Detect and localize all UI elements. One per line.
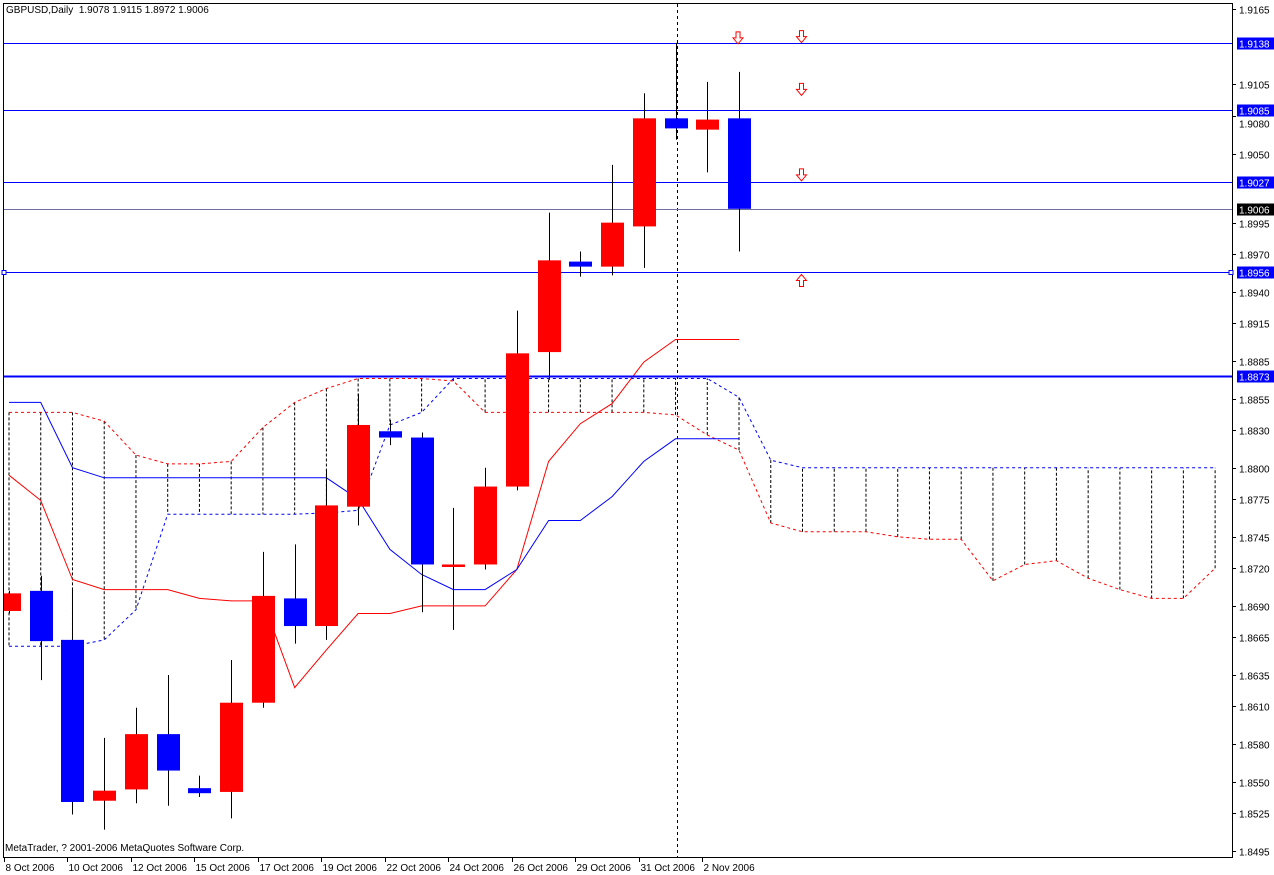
candle-body bbox=[4, 593, 21, 611]
candle-body bbox=[728, 118, 751, 209]
horizontal-levels[interactable] bbox=[1, 4, 1234, 857]
y-tick-label: 1.8635 bbox=[1239, 672, 1270, 683]
y-tick-label: 1.8970 bbox=[1239, 251, 1270, 262]
time-axis: 8 Oct 2006 10 Oct 2006 12 Oct 2006 15 Oct 2… bbox=[4, 857, 756, 874]
level-price-badge bbox=[1237, 266, 1274, 279]
y-tick-label: 1.8855 bbox=[1239, 396, 1270, 407]
y-tick-label: 1.8775 bbox=[1239, 496, 1270, 507]
level-price-badge bbox=[1237, 104, 1274, 117]
ichimoku-cloud bbox=[8, 378, 1216, 647]
y-tick-label: 1.8525 bbox=[1239, 810, 1270, 821]
copyright-text: MetaTrader, ? 2001-2006 MetaQuotes Softw… bbox=[5, 843, 245, 854]
x-tick-label: 24 Oct 2006 bbox=[450, 863, 505, 874]
y-tick-label: 1.8830 bbox=[1239, 427, 1270, 438]
level-price-badge bbox=[1237, 370, 1274, 383]
level-price-label: 1.9027 bbox=[1239, 179, 1270, 190]
level-price-label: 1.9085 bbox=[1239, 107, 1270, 118]
ichimoku-lines bbox=[8, 339, 739, 689]
candle-body bbox=[61, 639, 84, 802]
candles bbox=[4, 42, 751, 830]
candle-body bbox=[30, 590, 53, 642]
chart-header: GBPUSD,Daily 1.9078 1.9115 1.8972 1.9006 bbox=[6, 5, 209, 16]
candle-body bbox=[601, 222, 624, 267]
y-tick-label: 1.8915 bbox=[1239, 320, 1270, 331]
x-tick-label: 15 Oct 2006 bbox=[196, 863, 251, 874]
y-tick-label: 1.8495 bbox=[1239, 848, 1270, 859]
candle-body bbox=[665, 118, 688, 129]
price-labels: 1.9138 1.9085 1.9027 1.8956 1.8873 1.9006 bbox=[1237, 37, 1274, 384]
candle-body bbox=[569, 261, 592, 267]
candle-body bbox=[315, 505, 338, 627]
x-tick-label: 8 Oct 2006 bbox=[6, 863, 55, 874]
y-tick-label: 1.9050 bbox=[1239, 151, 1270, 162]
fractal-arrows bbox=[731, 30, 808, 287]
x-tick-label: 19 Oct 2006 bbox=[323, 863, 378, 874]
y-tick-label: 1.8800 bbox=[1239, 465, 1270, 476]
y-tick-label: 1.9080 bbox=[1239, 120, 1270, 131]
y-tick-label: 1.8665 bbox=[1239, 634, 1270, 645]
price-axis: 1.9165 1.9105 1.9080 1.9050 1.8995 1.8970 1.89… bbox=[1232, 6, 1270, 859]
symbol-period: GBPUSD,Daily bbox=[6, 5, 74, 16]
candle-body bbox=[157, 734, 180, 771]
y-tick-label: 1.8580 bbox=[1239, 741, 1270, 752]
x-tick-label: 29 Oct 2006 bbox=[577, 863, 632, 874]
x-tick-label: 2 Nov 2006 bbox=[704, 863, 756, 874]
candle-body bbox=[696, 119, 719, 130]
candle-body bbox=[220, 702, 243, 792]
x-tick-label: 22 Oct 2006 bbox=[387, 863, 442, 874]
candle-body bbox=[506, 353, 529, 487]
y-tick-label: 1.8940 bbox=[1239, 289, 1270, 300]
line-handle[interactable] bbox=[1, 270, 7, 275]
ohlc-values: 1.9078 1.9115 1.8972 1.9006 bbox=[78, 5, 209, 16]
candle-body bbox=[379, 431, 402, 438]
y-tick-label: 1.8885 bbox=[1239, 358, 1270, 369]
level-price-label: 1.9138 bbox=[1239, 40, 1270, 51]
candle-body bbox=[411, 437, 434, 565]
arrow-up-icon bbox=[795, 273, 808, 287]
arrow-down-icon bbox=[795, 168, 808, 182]
level-price-label: 1.8956 bbox=[1239, 269, 1270, 280]
y-tick-label: 1.8745 bbox=[1239, 534, 1270, 545]
senkou-span-b bbox=[9, 378, 1216, 647]
level-price-badge bbox=[1237, 37, 1274, 50]
candle-body bbox=[125, 734, 148, 790]
tenkan-sen bbox=[8, 339, 739, 689]
candle-body bbox=[252, 595, 275, 703]
line-handle[interactable] bbox=[1228, 270, 1234, 275]
y-tick-label: 1.9165 bbox=[1239, 6, 1270, 17]
candle-body bbox=[284, 598, 307, 627]
candle-body bbox=[474, 486, 497, 565]
bid-price-label: 1.9006 bbox=[1239, 206, 1270, 217]
arrow-down-icon bbox=[731, 31, 745, 45]
y-tick-label: 1.8610 bbox=[1239, 703, 1270, 714]
senkou-span-a bbox=[9, 378, 1216, 599]
y-tick-label: 1.8995 bbox=[1239, 220, 1270, 231]
candle-body bbox=[633, 118, 656, 227]
candle-body bbox=[347, 424, 370, 507]
x-tick-label: 17 Oct 2006 bbox=[260, 863, 315, 874]
x-tick-label: 10 Oct 2006 bbox=[69, 863, 124, 874]
candle-body bbox=[93, 790, 116, 801]
level-price-label: 1.8873 bbox=[1239, 373, 1270, 384]
y-tick-label: 1.8720 bbox=[1239, 565, 1270, 576]
candle-body bbox=[538, 260, 561, 353]
arrow-down-icon bbox=[795, 82, 808, 97]
x-tick-label: 26 Oct 2006 bbox=[514, 863, 569, 874]
y-tick-label: 1.8690 bbox=[1239, 603, 1270, 614]
plot-area-border bbox=[3, 3, 1233, 858]
level-price-badge bbox=[1237, 176, 1274, 189]
candle-body bbox=[442, 564, 465, 567]
kijun-sen bbox=[9, 401, 739, 591]
y-tick-label: 1.8550 bbox=[1239, 779, 1270, 790]
arrow-down-icon bbox=[795, 30, 808, 44]
candle-body bbox=[188, 788, 211, 794]
bid-price-badge bbox=[1237, 203, 1274, 216]
x-tick-label: 12 Oct 2006 bbox=[133, 863, 188, 874]
y-tick-label: 1.9105 bbox=[1239, 81, 1270, 92]
x-tick-label: 31 Oct 2006 bbox=[641, 863, 696, 874]
